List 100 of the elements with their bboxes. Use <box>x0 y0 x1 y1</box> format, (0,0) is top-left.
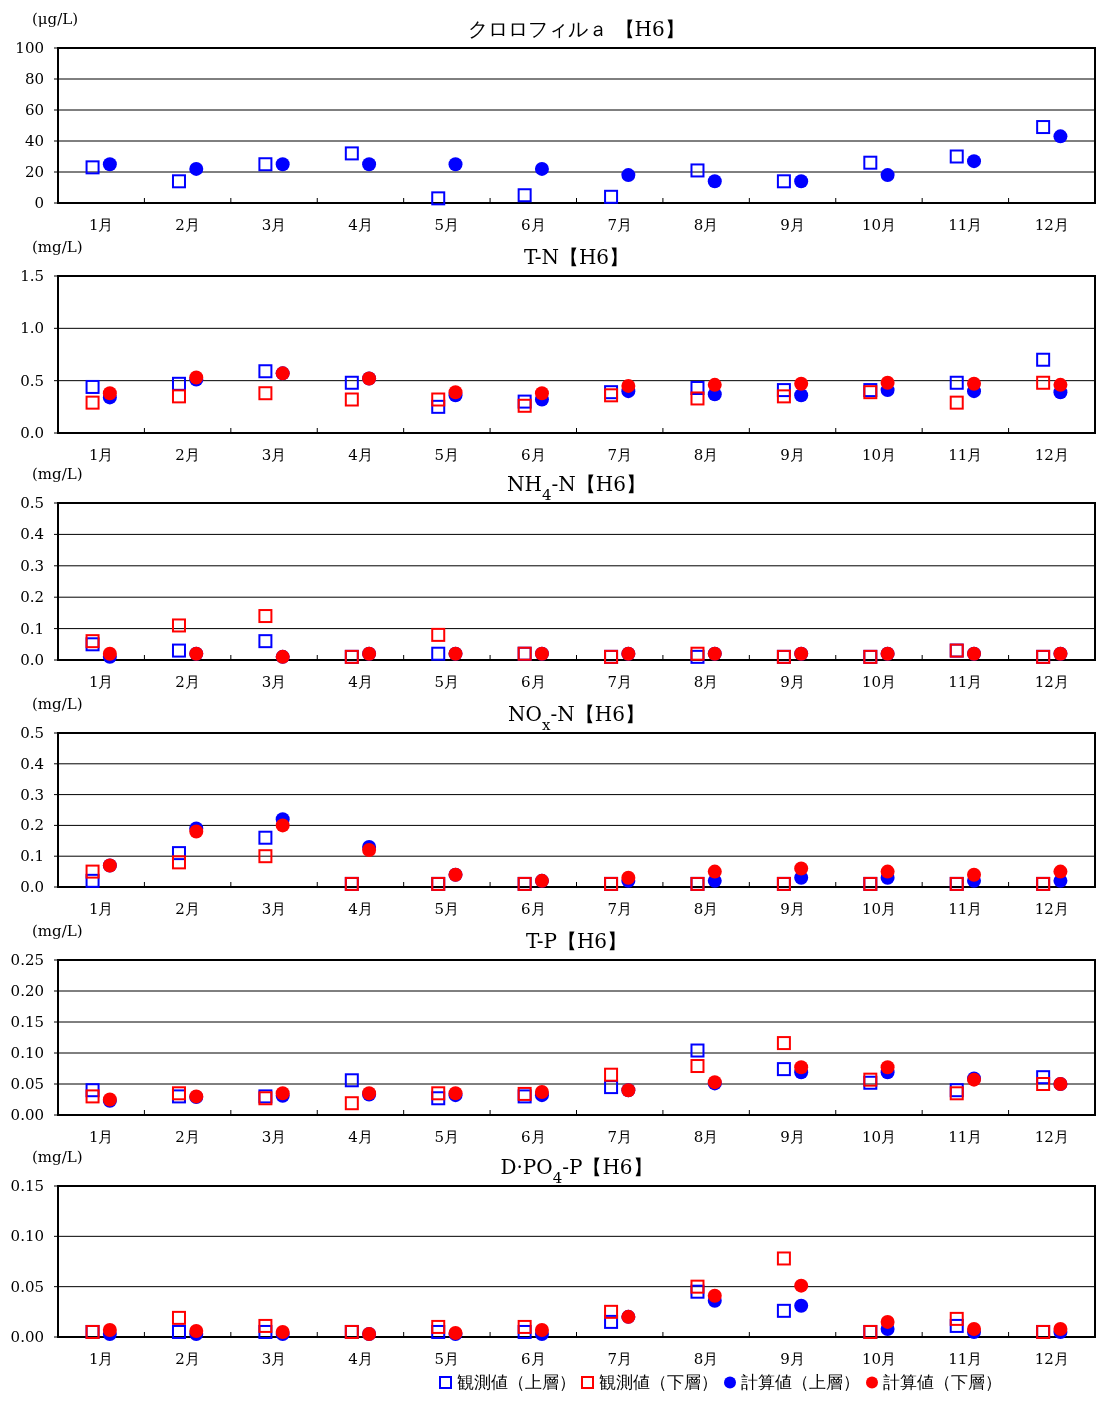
x-tick-label: 9月 <box>780 446 805 464</box>
x-tick-label: 3月 <box>261 1350 287 1368</box>
x-tick-label: 9月 <box>780 1350 805 1368</box>
x-tick-label: 7月 <box>607 1350 632 1368</box>
x-tick-label: 5月 <box>434 900 460 918</box>
x-tick-label: 12月 <box>1034 1350 1069 1368</box>
x-tick-label: 1月 <box>88 1128 114 1146</box>
x-tick-label: 3月 <box>261 446 287 464</box>
x-tick-label: 4月 <box>348 216 373 234</box>
x-tick-label: 1月 <box>88 900 114 918</box>
x-tick-label: 11月 <box>948 1128 983 1146</box>
x-tick-label: 9月 <box>780 673 805 691</box>
x-tick-label: 7月 <box>607 446 632 464</box>
x-tick-label: 4月 <box>348 446 373 464</box>
legend-label: 観測値（下層） <box>599 1372 718 1392</box>
x-tick-label: 11月 <box>948 446 983 464</box>
x-tick-label: 2月 <box>175 1350 200 1368</box>
x-tick-label: 8月 <box>693 1350 719 1368</box>
x-tick-label: 4月 <box>348 1128 373 1146</box>
x-tick-label: 11月 <box>948 673 983 691</box>
y-tick-label: 0.0 <box>20 878 44 896</box>
x-tick-label: 5月 <box>434 216 460 234</box>
x-tick-label: 12月 <box>1034 1128 1069 1146</box>
x-tick-label: 2月 <box>175 673 200 691</box>
y-tick-label: 0.00 <box>10 1106 44 1124</box>
y-tick-label: 0.15 <box>10 1177 44 1195</box>
y-tick-label: 0.0 <box>20 424 44 442</box>
y-axis-title: (mg/L) <box>32 1148 83 1166</box>
x-tick-label: 3月 <box>261 1128 287 1146</box>
x-tick-label: 3月 <box>261 900 287 918</box>
x-tick-label: 11月 <box>948 900 983 918</box>
legend-label: 計算値（上層） <box>741 1372 860 1392</box>
y-tick-label: 100 <box>15 39 44 57</box>
x-tick-label: 8月 <box>693 673 719 691</box>
y-tick-label: 0.20 <box>10 982 44 1000</box>
x-tick-label: 12月 <box>1034 673 1069 691</box>
x-tick-label: 6月 <box>521 900 546 918</box>
chart-title: D·PO$_{4}$-P【H6】 <box>500 1155 653 1187</box>
x-tick-label: 1月 <box>88 216 114 234</box>
x-tick-label: 8月 <box>693 446 719 464</box>
y-tick-label: 0.25 <box>10 951 44 969</box>
y-axis-title: (mg/L) <box>32 695 83 713</box>
x-tick-label: 10月 <box>861 216 897 234</box>
y-tick-label: 0.3 <box>20 785 44 804</box>
x-tick-label: 7月 <box>607 673 632 691</box>
x-tick-label: 9月 <box>780 900 805 918</box>
chart-title: クロロフィルａ 【H6】 <box>468 17 685 41</box>
x-tick-label: 2月 <box>175 446 200 464</box>
x-tick-label: 5月 <box>434 673 460 691</box>
x-tick-label: 10月 <box>861 900 897 918</box>
y-axis-title: (mg/L) <box>32 465 83 483</box>
x-tick-label: 5月 <box>434 1350 460 1368</box>
x-tick-label: 10月 <box>861 446 897 464</box>
x-tick-label: 8月 <box>693 900 719 918</box>
x-tick-label: 2月 <box>175 900 200 918</box>
y-tick-label: 20 <box>24 163 44 181</box>
x-tick-label: 4月 <box>348 900 373 918</box>
x-tick-label: 8月 <box>693 216 719 234</box>
x-tick-label: 9月 <box>780 216 805 234</box>
y-tick-label: 60 <box>24 101 44 119</box>
x-tick-label: 12月 <box>1034 900 1069 918</box>
y-tick-label: 0.15 <box>10 1013 44 1031</box>
x-tick-label: 5月 <box>434 446 460 464</box>
y-tick-label: 0.05 <box>10 1277 44 1296</box>
x-tick-label: 12月 <box>1034 446 1069 464</box>
x-tick-label: 7月 <box>607 900 632 918</box>
x-tick-label: 6月 <box>521 216 546 234</box>
x-tick-label: 6月 <box>521 673 546 691</box>
y-tick-label: 1.0 <box>20 319 44 338</box>
y-tick-label: 0.3 <box>20 556 44 575</box>
y-tick-label: 0.2 <box>20 816 44 835</box>
chart-title: NO$_{x}$-N【H6】 <box>508 702 645 734</box>
y-axis-title: (μg/L) <box>32 10 79 28</box>
y-tick-label: 0.4 <box>20 525 44 544</box>
y-axis-title: (mg/L) <box>32 922 83 940</box>
y-tick-label: 0.05 <box>10 1075 44 1093</box>
y-tick-label: 0.10 <box>10 1227 44 1246</box>
x-tick-label: 7月 <box>607 216 632 234</box>
x-tick-label: 1月 <box>88 673 114 691</box>
y-tick-label: 0 <box>34 194 44 212</box>
y-axis-title: (mg/L) <box>32 238 83 256</box>
x-tick-label: 7月 <box>607 1128 632 1146</box>
x-tick-label: 8月 <box>693 1128 719 1146</box>
x-tick-label: 6月 <box>521 1350 546 1368</box>
y-tick-label: 0.4 <box>20 754 44 773</box>
y-tick-label: 40 <box>24 132 44 150</box>
x-tick-label: 4月 <box>348 1350 373 1368</box>
y-tick-label: 0.5 <box>20 371 44 390</box>
x-tick-label: 6月 <box>521 446 546 464</box>
x-tick-label: 11月 <box>948 1350 983 1368</box>
chart-title: T-P【H6】 <box>525 929 628 953</box>
y-tick-label: 0.1 <box>20 619 44 638</box>
y-tick-label: 0.5 <box>20 494 44 512</box>
y-tick-label: 0.00 <box>10 1328 44 1346</box>
y-tick-label: 0.0 <box>20 651 44 669</box>
y-tick-label: 80 <box>24 70 44 88</box>
x-tick-label: 3月 <box>261 216 287 234</box>
x-tick-label: 5月 <box>434 1128 460 1146</box>
x-tick-label: 12月 <box>1034 216 1069 234</box>
x-tick-label: 10月 <box>861 1128 897 1146</box>
